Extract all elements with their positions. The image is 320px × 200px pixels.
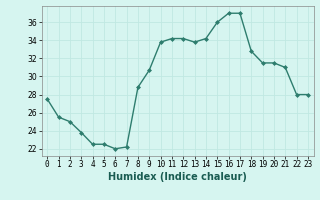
X-axis label: Humidex (Indice chaleur): Humidex (Indice chaleur): [108, 172, 247, 182]
